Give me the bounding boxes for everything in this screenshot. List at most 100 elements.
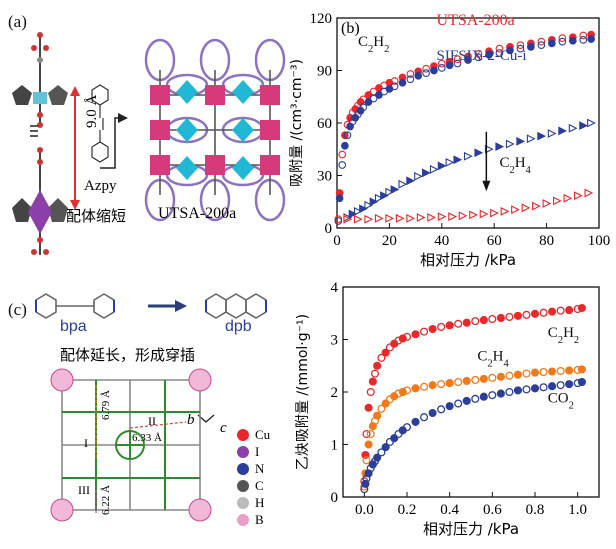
chart-d-point [496, 389, 505, 398]
chart-b-point [414, 71, 423, 80]
chart-d-point [556, 381, 565, 390]
chart-d-point [373, 411, 382, 420]
legend-cu: Cu [255, 427, 271, 442]
chart-b-xlabel: 相对压力 /kPa [420, 251, 516, 269]
chart-d-label-co2: CO2 [548, 391, 574, 412]
chart-b-point [385, 187, 395, 197]
chart-b-point [374, 193, 384, 203]
chart-b-point [537, 41, 546, 49]
chart-d-point [366, 429, 375, 439]
chart-d-point [402, 423, 412, 432]
chart-b-point [532, 201, 541, 211]
chart-b-point [343, 131, 352, 140]
chart-b-point [390, 185, 400, 194]
dpb-label: dpb [225, 318, 252, 335]
chart-b-point [485, 50, 493, 59]
chart-b-point [334, 217, 343, 225]
chart-d-xtick-label: 0.2 [398, 502, 417, 518]
chart-b-point [375, 91, 383, 99]
chart-b: 0 20 40 60 80 100 0 30 60 90 120 相对压力 /kPa 吸附量 /(cm³… [289, 11, 611, 269]
chart-b-point [516, 44, 525, 53]
chart-b-point [537, 37, 546, 46]
dpb-molecule [205, 293, 267, 319]
chart-d-point [530, 309, 540, 318]
chart-b-point [469, 210, 478, 220]
chart-b-point [547, 39, 556, 48]
chart-d-point [556, 306, 565, 315]
roman-I: I [84, 436, 88, 450]
chart-d-point [548, 382, 557, 391]
chart-d-label-c2h2: C2H2 [548, 325, 579, 346]
chart-d-point [362, 456, 371, 465]
panel-a-illustration [12, 32, 286, 255]
top-ligand-cluster [12, 32, 68, 128]
chart-d-point [364, 403, 373, 412]
chart-b-point [390, 77, 399, 85]
chart-b-ytick-label: 30 [317, 169, 332, 185]
chart-d-point [488, 373, 497, 382]
roman-II: II [148, 414, 156, 428]
chart-d-point [411, 417, 420, 426]
chart-d-point [437, 380, 446, 389]
chart-b-point [437, 64, 446, 72]
chart-d-point [402, 386, 412, 395]
legend-n: N [255, 461, 265, 476]
chart-b-point [563, 193, 573, 203]
chart-d-ytick-label: 0 [331, 490, 339, 506]
chart-b-xtick-label: 100 [588, 233, 611, 249]
azpy-molecule [91, 84, 109, 163]
chart-b-point [369, 94, 378, 103]
chart-d-point [577, 303, 586, 313]
chart-b-point [558, 37, 567, 46]
chart-b-point [380, 191, 389, 201]
chart-d-point [402, 332, 412, 341]
chart-b-point [437, 212, 447, 222]
axis-c-label: c [220, 420, 227, 436]
chart-b-point [458, 211, 468, 221]
chart-b-point [516, 41, 525, 49]
chart-d-point [565, 306, 574, 315]
chart-b-point [527, 43, 535, 51]
chart-b-point [437, 161, 447, 171]
chart-b-point [348, 209, 358, 219]
chart-b-point [341, 131, 349, 140]
chart-b-xtick-label: 80 [539, 233, 554, 249]
chart-b-point [526, 134, 536, 144]
chart-d-point [488, 391, 497, 400]
chart-d-point [368, 377, 377, 386]
chart-d-point [377, 404, 386, 413]
chart-b-point [474, 53, 483, 62]
chart-b-point [568, 36, 577, 45]
chart-d-point [548, 367, 557, 376]
chart-b-point [579, 31, 588, 40]
chart-b-point [406, 176, 416, 186]
chart-d-point [364, 440, 373, 449]
bottom-ligand-cluster [12, 147, 68, 255]
chart-d-xtick-label: 0.4 [440, 502, 459, 518]
chart-b-point [364, 214, 374, 224]
chart-b-point [429, 164, 439, 174]
chart-d-xtick-label: 1.0 [568, 502, 587, 518]
chart-d-point [428, 381, 437, 390]
chart-b-point [579, 36, 588, 44]
chart-d-point [539, 368, 548, 377]
chart-d-xtick-label: 0.8 [526, 502, 545, 518]
bpa-label: bpa [60, 318, 87, 335]
chart-d-point [539, 308, 548, 317]
chart-b-point [395, 213, 405, 223]
chart-b-ytick-label: 60 [317, 116, 332, 132]
chart-d-point [577, 365, 586, 374]
chart-b-point [474, 50, 483, 58]
chart-d-point [377, 448, 386, 457]
chart-b-point [573, 191, 583, 201]
chart-d-point [428, 324, 437, 334]
chart-b-point [437, 59, 446, 68]
chart-b-point [516, 136, 526, 146]
distance-6.22: 6.22 Å [100, 485, 112, 515]
chart-b-point [414, 171, 423, 181]
chart-b-point [341, 141, 349, 150]
chart-d-point [513, 386, 522, 395]
chart-b-point [422, 69, 430, 77]
chart-b-point [369, 197, 379, 207]
chart-b-point [406, 75, 415, 84]
